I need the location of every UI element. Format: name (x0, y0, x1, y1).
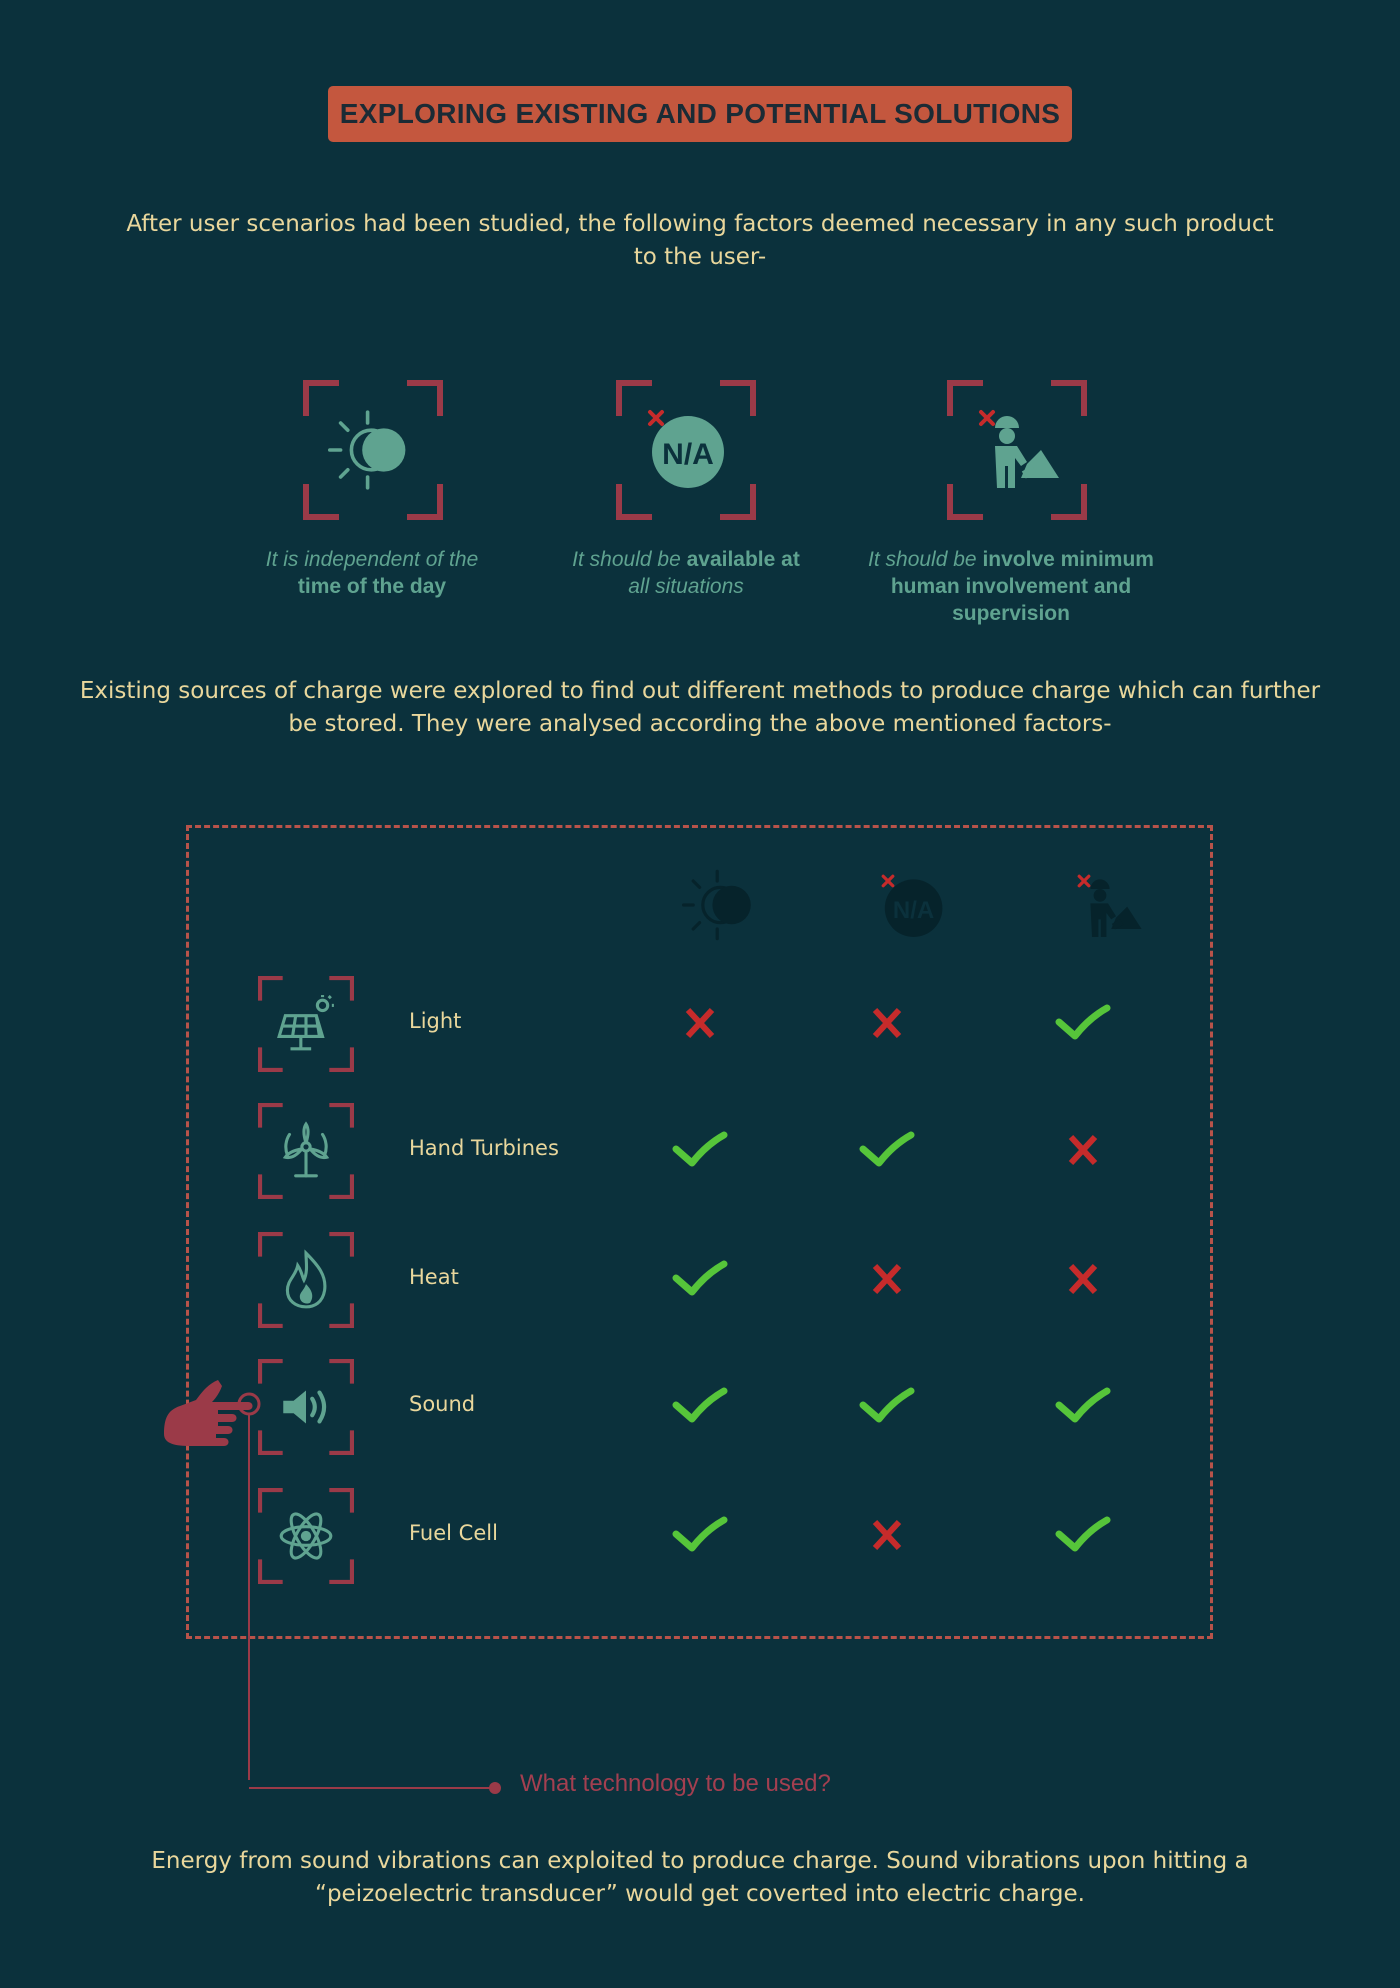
check-icon (1055, 1000, 1111, 1046)
check-icon (1055, 1383, 1111, 1429)
factor-availability (616, 380, 756, 520)
column-icon-day-night (682, 865, 762, 945)
cross-icon (1055, 1127, 1111, 1173)
day-night-icon (328, 405, 418, 495)
factor-human-involvement (947, 380, 1087, 520)
speaker-icon (275, 1376, 337, 1438)
cross-icon (1055, 1256, 1111, 1302)
caption-3-bold-2: human involvement and (890, 575, 1132, 598)
check-icon (672, 1256, 728, 1302)
caption-2-bold: available at (686, 548, 800, 571)
intro-paragraph: After user scenarios had been studied, t… (60, 208, 1340, 274)
intro-line-1: After user scenarios had been studied, t… (126, 211, 1274, 237)
title-badge: EXPLORING EXISTING AND POTENTIAL SOLUTIO… (328, 86, 1072, 142)
cross-icon (672, 1000, 728, 1046)
connector-line (249, 1782, 501, 1794)
cross-icon (859, 1512, 915, 1558)
page-title: EXPLORING EXISTING AND POTENTIAL SOLUTIO… (339, 98, 1061, 129)
row-label: Light (409, 1009, 462, 1033)
check-icon (859, 1383, 915, 1429)
check-icon (672, 1127, 728, 1173)
caption-3-bold: involve minimum (982, 548, 1154, 571)
conclusion-paragraph: Energy from sound vibrations can exploit… (60, 1845, 1340, 1911)
analysis-paragraph: Existing sources of charge were explored… (60, 675, 1340, 741)
callout-question: What technology to be used? (520, 1770, 831, 1797)
caption-3-bold-3: supervision (952, 602, 1070, 625)
wind-turbine-icon (275, 1120, 337, 1182)
analysis-line-1: Existing sources of charge were explored… (79, 678, 1321, 704)
factor-caption-3: It should be involve minimum human invol… (856, 546, 1166, 627)
check-icon (859, 1127, 915, 1173)
caption-1-bold: time of the day (297, 575, 447, 598)
pointer-connector (164, 1380, 261, 1780)
atom-icon (275, 1505, 337, 1567)
column-icon-worker (1068, 865, 1148, 945)
not-applicable-icon (636, 398, 736, 498)
cross-icon (859, 1256, 915, 1302)
row-label: Hand Turbines (409, 1136, 559, 1160)
conclusion-line-1: Energy from sound vibrations can exploit… (151, 1848, 1249, 1874)
row-label: Heat (409, 1265, 459, 1289)
check-icon (672, 1512, 728, 1558)
cross-icon (859, 1000, 915, 1046)
caption-2-italic-2: all situations (628, 575, 744, 598)
check-icon (672, 1383, 728, 1429)
factor-time-of-day (303, 380, 443, 520)
factor-caption-2: It should be available at all situations (536, 546, 836, 600)
row-label: Sound (409, 1392, 476, 1416)
analysis-line-2: be stored. They were analysed according … (288, 711, 1112, 737)
row-label: Fuel Cell (409, 1521, 498, 1545)
caption-1-italic: It is independent of the (265, 548, 479, 571)
solar-panel-icon (275, 993, 337, 1055)
column-icon-not-applicable (872, 865, 952, 945)
flame-icon (275, 1249, 337, 1311)
worker-icon (967, 398, 1067, 498)
factor-caption-1: It is independent of the time of the day (222, 546, 522, 600)
intro-line-2: to the user- (633, 244, 767, 270)
caption-2-italic: It should be (572, 548, 687, 571)
conclusion-line-2: “peizoelectric transducer” would get cov… (315, 1881, 1085, 1907)
caption-3-italic: It should be (868, 548, 983, 571)
check-icon (1055, 1512, 1111, 1558)
comparison-table (186, 825, 1213, 1639)
